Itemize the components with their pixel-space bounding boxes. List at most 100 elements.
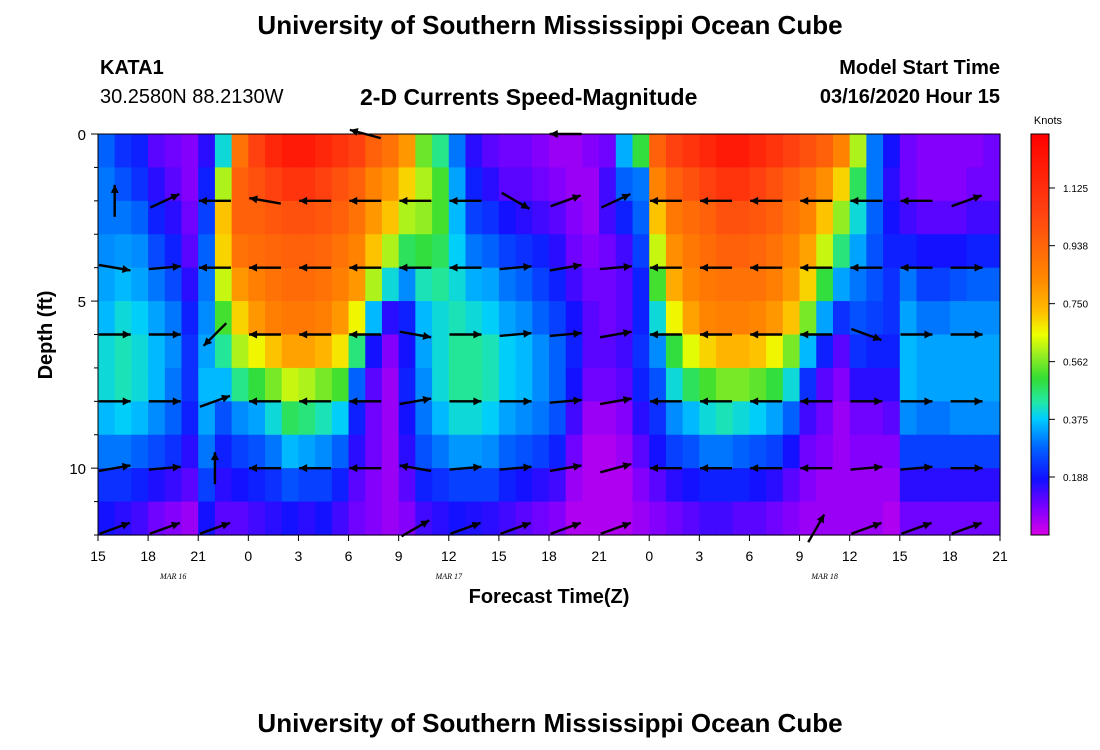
heatmap-cell (315, 367, 333, 402)
heatmap-cell (682, 134, 700, 169)
heatmap-cell (916, 367, 934, 402)
heatmap-cell (582, 468, 600, 503)
heatmap-cell (331, 401, 350, 436)
heatmap-cell (716, 401, 734, 436)
heatmap-cell (348, 167, 366, 202)
heatmap-cell (782, 367, 801, 402)
heatmap-cell (883, 434, 901, 469)
heatmap-cell (365, 501, 383, 536)
heatmap-cell (148, 401, 166, 436)
current-vector (199, 394, 231, 408)
heatmap-cell (515, 468, 533, 503)
heatmap-cell (615, 200, 634, 235)
heatmap-cell (832, 301, 851, 336)
heatmap-cell (498, 367, 517, 402)
heatmap-cell (415, 367, 433, 402)
heatmap-cell (665, 267, 684, 302)
heatmap-cell (816, 301, 834, 336)
heatmap-cell (916, 234, 934, 269)
heatmap-cell (214, 367, 233, 402)
heatmap-cell (899, 501, 918, 536)
heatmap-cell (131, 367, 149, 402)
heatmap-cell (315, 401, 333, 436)
current-vector (399, 263, 432, 272)
current-vector (349, 263, 382, 272)
current-vector (198, 196, 231, 205)
heatmap-cell (849, 434, 867, 469)
heatmap-cell (315, 468, 333, 503)
heatmap-cell (298, 134, 316, 169)
x-tick-label: 6 (345, 548, 353, 564)
heatmap-cell (649, 200, 667, 235)
heatmap-cell (816, 267, 834, 302)
current-vector (750, 330, 783, 339)
heatmap-cell (148, 501, 166, 536)
heatmap-cell (899, 134, 918, 169)
heatmap-cell (114, 200, 133, 235)
heatmap-cell (883, 468, 901, 503)
heatmap-cell (866, 501, 884, 536)
current-vector (599, 262, 632, 271)
heatmap-cell (799, 134, 817, 169)
heatmap-cell (131, 501, 149, 536)
heatmap-cell (983, 434, 1001, 469)
heatmap-cell (498, 134, 517, 169)
heatmap-cell (515, 234, 533, 269)
heatmap-cell (732, 401, 751, 436)
current-vector (700, 263, 733, 272)
heatmap-cell (883, 267, 901, 302)
heatmap-cell (164, 301, 183, 336)
date-label: MAR 17 (435, 572, 463, 581)
heatmap-cell (432, 401, 450, 436)
heatmap-cell (98, 401, 116, 436)
heatmap-cell (732, 434, 751, 469)
heatmap-cell (682, 301, 700, 336)
heatmap-cell (866, 234, 884, 269)
heatmap-cell (933, 367, 951, 402)
heatmap-cell (198, 234, 216, 269)
current-vector (950, 464, 983, 473)
current-vector (800, 196, 833, 205)
heatmap-cell (832, 200, 851, 235)
x-tick-label: 18 (942, 548, 958, 564)
heatmap-cell (565, 134, 584, 169)
heatmap-cell (599, 267, 617, 302)
x-tick-label: 6 (746, 548, 754, 564)
heatmap-cell (899, 267, 918, 302)
heatmap-cell (331, 468, 350, 503)
heatmap-cell (632, 234, 650, 269)
current-vector (700, 330, 733, 339)
heatmap-cell (365, 401, 383, 436)
heatmap-cell (549, 234, 567, 269)
heatmap-cell (231, 234, 249, 269)
heatmap-cell (281, 468, 300, 503)
heatmap-cell (532, 468, 550, 503)
current-vector (807, 513, 826, 543)
heatmap-cell (682, 468, 700, 503)
heatmap-cell (381, 234, 400, 269)
heatmap-cell (281, 367, 300, 402)
heatmap-cell (281, 434, 300, 469)
heatmap-cell (298, 301, 316, 336)
heatmap-cell (749, 501, 767, 536)
heatmap-cell (281, 401, 300, 436)
heatmap-cell (114, 234, 133, 269)
heatmap-cell (415, 267, 433, 302)
current-vector (110, 184, 119, 217)
heatmap-cell (415, 334, 433, 369)
heatmap-cell (498, 501, 517, 536)
heatmap-cell (866, 367, 884, 402)
heatmap-cell (231, 167, 249, 202)
heatmap-cell (482, 434, 500, 469)
current-vector (649, 196, 682, 205)
date-label: MAR 16 (159, 572, 186, 581)
heatmap-cell (565, 401, 584, 436)
heatmap-cell (716, 134, 734, 169)
heatmap-cell (799, 501, 817, 536)
heatmap-cell (331, 501, 350, 536)
heatmap-cell (883, 334, 901, 369)
heatmap-cell (148, 200, 166, 235)
current-vector (210, 452, 219, 485)
heatmap-cell (949, 501, 968, 536)
heatmap-cell (98, 267, 116, 302)
